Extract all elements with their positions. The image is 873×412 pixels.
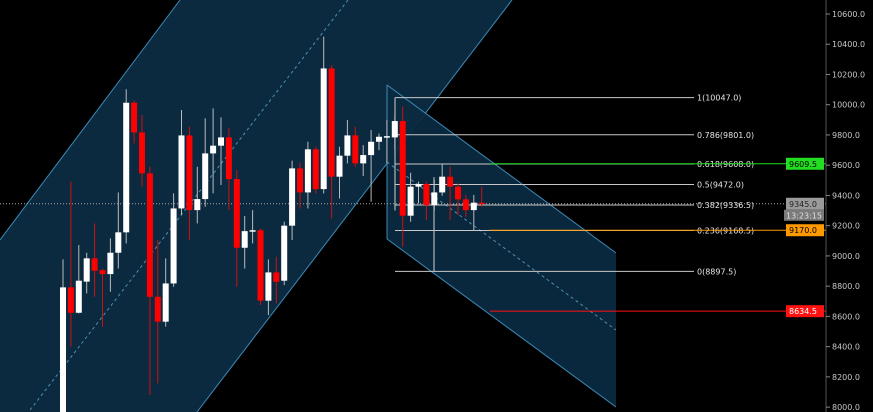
price-badge-label: 9345.0 xyxy=(789,200,817,209)
candle-bearish xyxy=(312,149,319,190)
candles xyxy=(60,36,485,412)
candle-bullish xyxy=(115,232,122,253)
y-tick-label: 10600.0 xyxy=(832,10,865,19)
candle-bearish xyxy=(146,173,153,297)
ascending-channel-lower-line[interactable] xyxy=(196,0,513,412)
countdown-badge xyxy=(784,209,824,221)
price-badge-label: 9609.5 xyxy=(789,160,817,169)
candle-bearish xyxy=(99,270,106,275)
candle-bullish xyxy=(162,283,169,322)
candle-bearish xyxy=(233,179,240,248)
price-badge-label: 8634.5 xyxy=(789,307,817,316)
candle-bullish xyxy=(202,153,209,200)
candle-bullish xyxy=(265,272,272,301)
y-tick-label: 9200.0 xyxy=(832,222,860,231)
price-lines xyxy=(0,163,826,312)
y-tick-label: 8000.0 xyxy=(832,403,860,412)
candle-bearish xyxy=(67,287,74,313)
candle-bullish xyxy=(415,184,422,187)
y-tick-label: 9800.0 xyxy=(832,131,860,140)
price-badge-label: 9170.0 xyxy=(789,226,817,235)
y-tick-label: 9000.0 xyxy=(832,252,860,261)
price-badge xyxy=(786,305,824,318)
candle-bearish xyxy=(273,272,280,282)
candle-bearish xyxy=(399,121,406,216)
y-tick-label: 9400.0 xyxy=(832,191,860,200)
candle-bearish xyxy=(478,202,485,205)
candle-bullish xyxy=(218,137,224,146)
candle-bullish xyxy=(289,168,296,226)
price-badges: 9609.5 9345.0 13:23:15 9170.0 8634.5 xyxy=(784,157,824,318)
candle-bullish xyxy=(178,135,185,209)
fib-level-label: 0.618(9608.0) xyxy=(697,160,754,169)
fib-level-label: 0.5(9472.0) xyxy=(697,181,744,190)
descending-channel-upper-line[interactable] xyxy=(386,84,617,254)
candle-bullish xyxy=(123,102,130,233)
y-tick-label: 10400.0 xyxy=(832,40,865,49)
ascending-channel-upper-line[interactable] xyxy=(0,0,181,241)
fib-level-label: 0.786(9801.0) xyxy=(697,131,754,140)
candle-bullish xyxy=(360,155,367,164)
candle-bullish xyxy=(210,145,217,154)
y-tick-label: 8800.0 xyxy=(832,282,860,291)
descending-channel-lower-line[interactable] xyxy=(386,238,617,408)
y-tick-label: 10000.0 xyxy=(832,101,865,110)
candle-bearish xyxy=(423,184,430,206)
candle-bearish xyxy=(328,68,335,177)
candle-bullish xyxy=(281,225,288,281)
y-tick-label: 8600.0 xyxy=(832,312,860,321)
fib-level-label: 1(10047.0) xyxy=(697,94,741,103)
candle-bullish xyxy=(170,208,177,284)
candle-bullish xyxy=(75,280,82,313)
candle-bearish xyxy=(462,199,469,211)
price-badge xyxy=(786,224,824,237)
descending-channel[interactable] xyxy=(387,85,616,407)
fib-level-label: 0.236(9168.5) xyxy=(697,226,754,235)
candle-bearish xyxy=(297,168,303,193)
candle-bearish xyxy=(91,258,98,271)
fib-level-label: 0.382(9336.5) xyxy=(697,201,754,210)
candle-bullish xyxy=(383,136,390,138)
price-badge xyxy=(786,157,824,170)
fib-level-label: 0(8897.5) xyxy=(697,267,736,276)
candle-bearish xyxy=(352,135,359,164)
candle-bullish xyxy=(194,199,201,211)
price-axis[interactable]: 8000.0 8200.0 8400.0 8600.0 8800.0 9000.0 9200… xyxy=(825,0,873,412)
candle-bearish xyxy=(139,132,145,174)
candle-bearish xyxy=(447,176,454,187)
candle-bullish xyxy=(376,136,382,142)
candle-bearish xyxy=(455,186,461,200)
candle-bullish xyxy=(249,230,256,232)
candle-bullish xyxy=(83,258,90,282)
y-tick-label: 9600.0 xyxy=(832,161,860,170)
price-badge xyxy=(786,197,824,210)
candle-bullish xyxy=(407,186,414,216)
countdown-label: 13:23:15 xyxy=(786,211,822,220)
candle-bullish xyxy=(336,155,343,177)
candle-bullish xyxy=(344,135,351,156)
candle-bullish xyxy=(431,192,438,206)
candle-bearish xyxy=(186,135,193,211)
candle-bullish xyxy=(304,149,311,193)
y-tick-label: 8400.0 xyxy=(832,343,860,352)
candle-bearish xyxy=(257,230,264,301)
descending-channel-midline xyxy=(386,161,617,331)
candle-bearish xyxy=(225,137,232,180)
candle-bullish xyxy=(241,231,248,248)
candle-bullish xyxy=(470,202,477,211)
candle-bearish xyxy=(131,102,138,133)
candle-bullish xyxy=(107,252,114,275)
candle-bearish xyxy=(154,296,161,322)
y-tick-label: 10200.0 xyxy=(832,70,865,79)
candle-bullish xyxy=(439,176,446,193)
candle-bullish xyxy=(60,287,66,412)
candle-bullish xyxy=(368,141,375,156)
candle-bullish xyxy=(320,68,327,190)
candle-bullish xyxy=(391,121,398,138)
y-tick-label: 8200.0 xyxy=(832,373,860,382)
